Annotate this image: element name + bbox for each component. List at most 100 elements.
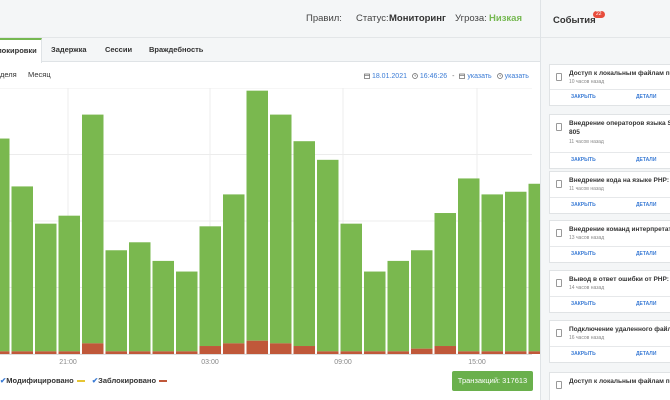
bar-blocked[interactable] <box>129 351 151 354</box>
bar-blocked[interactable] <box>105 351 128 354</box>
tab-hostility[interactable]: Враждебность <box>149 45 204 54</box>
bar-allowed[interactable] <box>317 159 339 352</box>
event-title: Доступ к локальным файлам по <box>569 70 670 77</box>
event-actions: ЗАКРЫТЬ ДЕТАЛИ <box>550 296 670 312</box>
bar-allowed[interactable] <box>411 250 433 349</box>
bar-allowed[interactable] <box>528 183 541 352</box>
event-actions: ЗАКРЫТЬ ДЕТАЛИ <box>550 89 670 105</box>
event-title: Доступ к локальным файлам по <box>569 378 670 385</box>
end-date[interactable]: указать <box>467 73 492 80</box>
event-details-button[interactable]: ДЕТАЛИ <box>636 301 657 307</box>
start-time[interactable]: 16:46:26 <box>419 73 448 80</box>
event-details-button[interactable]: ДЕТАЛИ <box>636 351 657 357</box>
event-close-button[interactable]: ЗАКРЫТЬ <box>571 157 596 163</box>
event-close-button[interactable]: ЗАКРЫТЬ <box>571 251 596 257</box>
bar-allowed[interactable] <box>152 260 175 352</box>
bar-blocked[interactable] <box>505 351 527 354</box>
bar-allowed[interactable] <box>364 271 386 352</box>
legend-modified-swatch <box>76 380 85 383</box>
bar-blocked[interactable] <box>481 351 504 354</box>
threat-value: Низкая <box>489 13 523 24</box>
event-card[interactable]: Внедрение команд интерпретат 13 часов наз… <box>549 220 670 263</box>
event-close-button[interactable]: ЗАКРЫТЬ <box>571 301 596 307</box>
event-card[interactable]: Внедрение кода на языке PHP: 11 часов наз… <box>549 171 670 214</box>
bar-blocked[interactable] <box>458 351 480 354</box>
bar-blocked[interactable] <box>35 351 57 354</box>
bar-blocked[interactable] <box>411 348 433 354</box>
bar-blocked[interactable] <box>270 343 292 354</box>
bar-allowed[interactable] <box>176 271 198 352</box>
event-card[interactable]: Доступ к локальным файлам по 10 часов наз… <box>549 64 670 106</box>
bar-blocked[interactable] <box>82 343 104 354</box>
bar-blocked[interactable] <box>317 351 339 354</box>
bar-allowed[interactable] <box>199 226 222 347</box>
bar-blocked[interactable] <box>246 340 269 354</box>
event-time: 10 часов назад <box>569 79 605 85</box>
bar-allowed[interactable] <box>387 260 410 352</box>
tab-blocks[interactable]: локировки <box>0 38 42 63</box>
transactions-button[interactable]: Транзакций: 317613 <box>452 371 533 391</box>
event-title-cont: 805 <box>569 129 580 136</box>
bar-blocked[interactable] <box>340 351 363 354</box>
document-icon <box>556 123 562 131</box>
bar-blocked[interactable] <box>387 351 410 354</box>
bar-blocked[interactable] <box>176 351 198 354</box>
event-close-button[interactable]: ЗАКРЫТЬ <box>571 202 596 208</box>
bar-allowed[interactable] <box>270 114 292 344</box>
bar-blocked[interactable] <box>364 351 386 354</box>
bar-allowed[interactable] <box>505 191 527 352</box>
chart-legend: ✔Модифицировано ✔Заблокировано <box>0 376 168 385</box>
event-details-button[interactable]: ДЕТАЛИ <box>636 157 657 163</box>
bar-blocked[interactable] <box>0 351 10 354</box>
event-actions: ЗАКРЫТЬ ДЕТАЛИ <box>550 246 670 262</box>
tab-sessions[interactable]: Сессии <box>105 45 133 54</box>
event-title: Внедрение команд интерпретат <box>569 226 670 233</box>
bar-blocked[interactable] <box>199 346 222 354</box>
bar-blocked[interactable] <box>11 351 34 354</box>
event-card[interactable]: Доступ к локальным файлам по <box>549 372 670 400</box>
event-card[interactable]: Внедрение операторов языка S 805 11 часов … <box>549 114 670 169</box>
event-details-button[interactable]: ДЕТАЛИ <box>636 251 657 257</box>
bar-allowed[interactable] <box>35 223 57 352</box>
event-details-button[interactable]: ДЕТАЛИ <box>636 94 657 100</box>
bar-allowed[interactable] <box>434 213 457 347</box>
document-icon <box>556 329 562 337</box>
event-card[interactable]: Вывод в ответ ошибки от PHP: 14 часов наз… <box>549 270 670 313</box>
period-month[interactable]: Месяц <box>28 70 51 79</box>
event-card[interactable]: Подключение удаленного файл 16 часов наза… <box>549 320 670 363</box>
bar-allowed[interactable] <box>481 194 504 352</box>
event-time: 11 часов назад <box>569 139 604 145</box>
bar-allowed[interactable] <box>105 250 128 352</box>
bar-allowed[interactable] <box>129 242 151 352</box>
bar-allowed[interactable] <box>458 178 480 352</box>
event-close-button[interactable]: ЗАКРЫТЬ <box>571 351 596 357</box>
bar-allowed[interactable] <box>0 138 10 352</box>
bar-allowed[interactable] <box>223 194 245 344</box>
bar-blocked[interactable] <box>434 346 457 354</box>
bar-blocked[interactable] <box>528 351 541 354</box>
bar-allowed[interactable] <box>58 215 81 352</box>
events-panel: События 22 Доступ к локальным файлам по 1… <box>540 0 670 400</box>
calendar-icon <box>364 73 370 81</box>
bar-blocked[interactable] <box>223 343 245 354</box>
bar-allowed[interactable] <box>246 90 269 341</box>
bar-allowed[interactable] <box>293 141 316 347</box>
threat-label: Угроза: <box>455 13 487 24</box>
document-icon <box>556 229 562 237</box>
bar-blocked[interactable] <box>293 346 316 354</box>
bar-allowed[interactable] <box>340 223 363 352</box>
bar-allowed[interactable] <box>82 114 104 344</box>
end-time[interactable]: указать <box>504 73 529 80</box>
status-value: Мониторинг <box>389 13 446 24</box>
event-close-button[interactable]: ЗАКРЫТЬ <box>571 94 596 100</box>
event-actions: ЗАКРЫТЬ ДЕТАЛИ <box>550 197 670 213</box>
bar-blocked[interactable] <box>152 351 175 354</box>
bar-allowed[interactable] <box>11 186 34 352</box>
tab-latency[interactable]: Задержка <box>51 45 87 54</box>
event-details-button[interactable]: ДЕТАЛИ <box>636 202 657 208</box>
event-time: 16 часов назад <box>569 335 605 341</box>
start-date[interactable]: 18.01.2021 <box>371 73 407 80</box>
date-range: 18.01.2021 16:46:26 - указать указать <box>364 72 529 80</box>
bar-blocked[interactable] <box>58 351 81 354</box>
period-week[interactable]: деля <box>0 70 17 79</box>
